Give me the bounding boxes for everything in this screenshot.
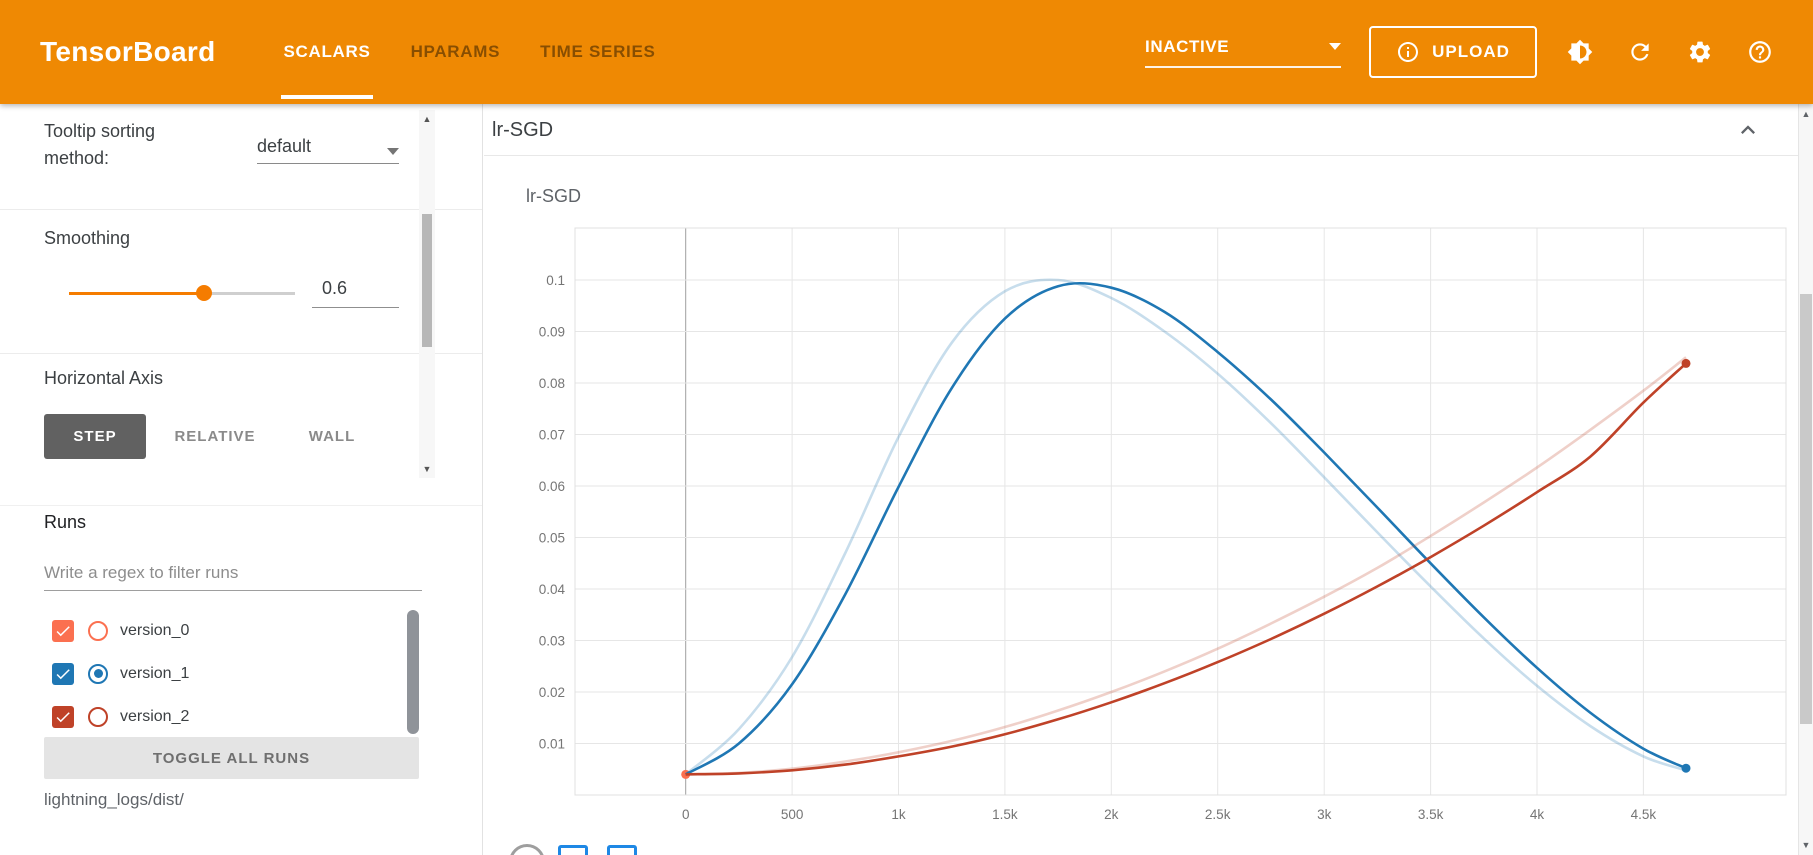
scrollbar-thumb[interactable] <box>1800 294 1812 724</box>
chevron-up-icon <box>1741 125 1755 134</box>
refresh-icon[interactable] <box>1627 39 1653 65</box>
tab-time-series[interactable]: TIME SERIES <box>540 42 656 61</box>
scroll-down-arrow-icon[interactable]: ▼ <box>422 464 432 474</box>
svg-text:0.05: 0.05 <box>539 531 565 546</box>
run-color-swatch[interactable] <box>88 663 108 684</box>
scroll-up-arrow-icon[interactable]: ▲ <box>1801 109 1811 119</box>
check-icon <box>56 625 70 636</box>
axis-relative-button[interactable]: RELATIVE <box>160 414 270 459</box>
check-icon <box>56 711 70 722</box>
axis-wall-button[interactable]: WALL <box>296 414 368 459</box>
scalar-chart[interactable]: 0 500 1k 1.5k 2k 2.5k 3k 3.5k 4k 4.5k 0.01 0.02 0.03… <box>484 156 1798 855</box>
slider-thumb[interactable] <box>196 285 212 301</box>
run-row-version-0[interactable]: version_0 <box>0 609 435 652</box>
chart-title: lr-SGD <box>526 186 581 206</box>
run-checkbox[interactable] <box>52 662 74 685</box>
tooltip-sorting-select[interactable]: default <box>257 128 399 164</box>
section-divider <box>0 505 482 506</box>
svg-text:0.1: 0.1 <box>546 273 565 288</box>
svg-text:0.01: 0.01 <box>539 737 565 752</box>
info-icon <box>1398 42 1419 62</box>
scroll-up-arrow-icon[interactable]: ▲ <box>422 114 432 124</box>
upload-button-label: UPLOAD <box>1432 42 1510 61</box>
settings-sidebar: Tooltip sorting method: default Smoothin… <box>0 104 483 855</box>
app-header: TensorBoard SCALARS HPARAMS TIME SERIES … <box>0 0 1813 104</box>
run-label: version_2 <box>120 707 190 725</box>
run-label: version_0 <box>120 621 190 639</box>
runs-heading: Runs <box>44 512 87 532</box>
runs-filter-input[interactable] <box>44 556 422 591</box>
svg-text:0.04: 0.04 <box>539 582 566 597</box>
status-dropdown[interactable]: INACTIVE <box>1145 37 1341 68</box>
toggle-all-runs-button[interactable]: TOGGLE ALL RUNS <box>44 737 419 779</box>
card-action-button[interactable] <box>558 845 588 855</box>
run-row-version-1[interactable]: version_1 <box>0 652 435 695</box>
tab-hparams[interactable]: HPARAMS <box>410 42 501 61</box>
run-label: version_1 <box>120 664 190 682</box>
svg-text:0.02: 0.02 <box>539 685 565 700</box>
status-dropdown-value: INACTIVE <box>1145 36 1230 56</box>
main-tabs: SCALARS HPARAMS TIME SERIES <box>263 0 675 104</box>
app-logo: TensorBoard <box>40 36 216 67</box>
tab-scalars[interactable]: SCALARS <box>263 0 390 104</box>
horizontal-axis-label: Horizontal Axis <box>44 368 164 388</box>
scrollbar-thumb[interactable] <box>422 214 432 347</box>
scroll-down-arrow-icon[interactable]: ▼ <box>1801 840 1811 850</box>
svg-text:3.5k: 3.5k <box>1418 807 1444 822</box>
chevron-down-icon <box>387 148 399 155</box>
header-icon-buttons <box>1567 39 1773 65</box>
collapse-group-button[interactable] <box>1734 116 1762 144</box>
check-icon <box>56 668 70 679</box>
chevron-down-icon <box>1329 43 1341 50</box>
svg-text:0.09: 0.09 <box>539 325 565 340</box>
svg-text:2.5k: 2.5k <box>1205 807 1231 822</box>
run-checkbox[interactable] <box>52 705 74 728</box>
svg-text:0.06: 0.06 <box>539 479 565 494</box>
section-divider <box>0 209 482 210</box>
window-scrollbar[interactable]: ▲ ▼ <box>1798 104 1813 855</box>
main-content: lr-SGD lr-SGD 0 500 1k 1.5k 2k 2.5k 3k 3.5k 4k 4.… <box>484 104 1798 855</box>
svg-text:0.07: 0.07 <box>539 428 565 443</box>
chart-group-header[interactable]: lr-SGD <box>484 104 1798 156</box>
svg-text:4k: 4k <box>1530 807 1545 822</box>
svg-text:1k: 1k <box>891 807 906 822</box>
card-action-button[interactable] <box>607 845 637 855</box>
run-color-swatch[interactable] <box>88 706 108 727</box>
upload-button[interactable]: UPLOAD <box>1369 26 1537 78</box>
svg-text:0.03: 0.03 <box>539 634 565 649</box>
brightness-toggle-icon[interactable] <box>1567 39 1593 65</box>
svg-text:4.5k: 4.5k <box>1631 807 1657 822</box>
header-right-controls: INACTIVE UPLOAD <box>1145 26 1813 78</box>
axis-step-button[interactable]: STEP <box>44 414 146 459</box>
svg-text:0.08: 0.08 <box>539 376 565 391</box>
svg-text:2k: 2k <box>1104 807 1119 822</box>
run-checkbox[interactable] <box>52 619 74 642</box>
svg-text:3k: 3k <box>1317 807 1332 822</box>
section-divider <box>0 353 482 354</box>
smoothing-value-input[interactable]: 0.6 <box>312 270 399 308</box>
help-icon[interactable] <box>1747 39 1773 65</box>
settings-scrollbar[interactable]: ▲ ▼ <box>419 110 435 478</box>
run-row-version-2[interactable]: version_2 <box>0 695 435 738</box>
slider-track-filled <box>69 292 204 295</box>
tooltip-sorting-label: Tooltip sorting method: <box>44 121 156 168</box>
svg-text:0: 0 <box>682 807 690 822</box>
runs-scrollbar-thumb[interactable] <box>407 610 419 734</box>
runs-list: version_0 version_1 <box>0 609 435 738</box>
settings-gear-icon[interactable] <box>1687 39 1713 65</box>
group-title: lr-SGD <box>492 119 554 141</box>
tooltip-sorting-value: default <box>257 136 312 156</box>
logdir-text: lightning_logs/dist/ <box>44 790 184 809</box>
smoothing-label: Smoothing <box>44 228 131 248</box>
run-color-dot <box>93 669 103 678</box>
run-color-swatch[interactable] <box>88 620 108 641</box>
svg-text:1.5k: 1.5k <box>992 807 1018 822</box>
svg-text:500: 500 <box>781 807 804 822</box>
